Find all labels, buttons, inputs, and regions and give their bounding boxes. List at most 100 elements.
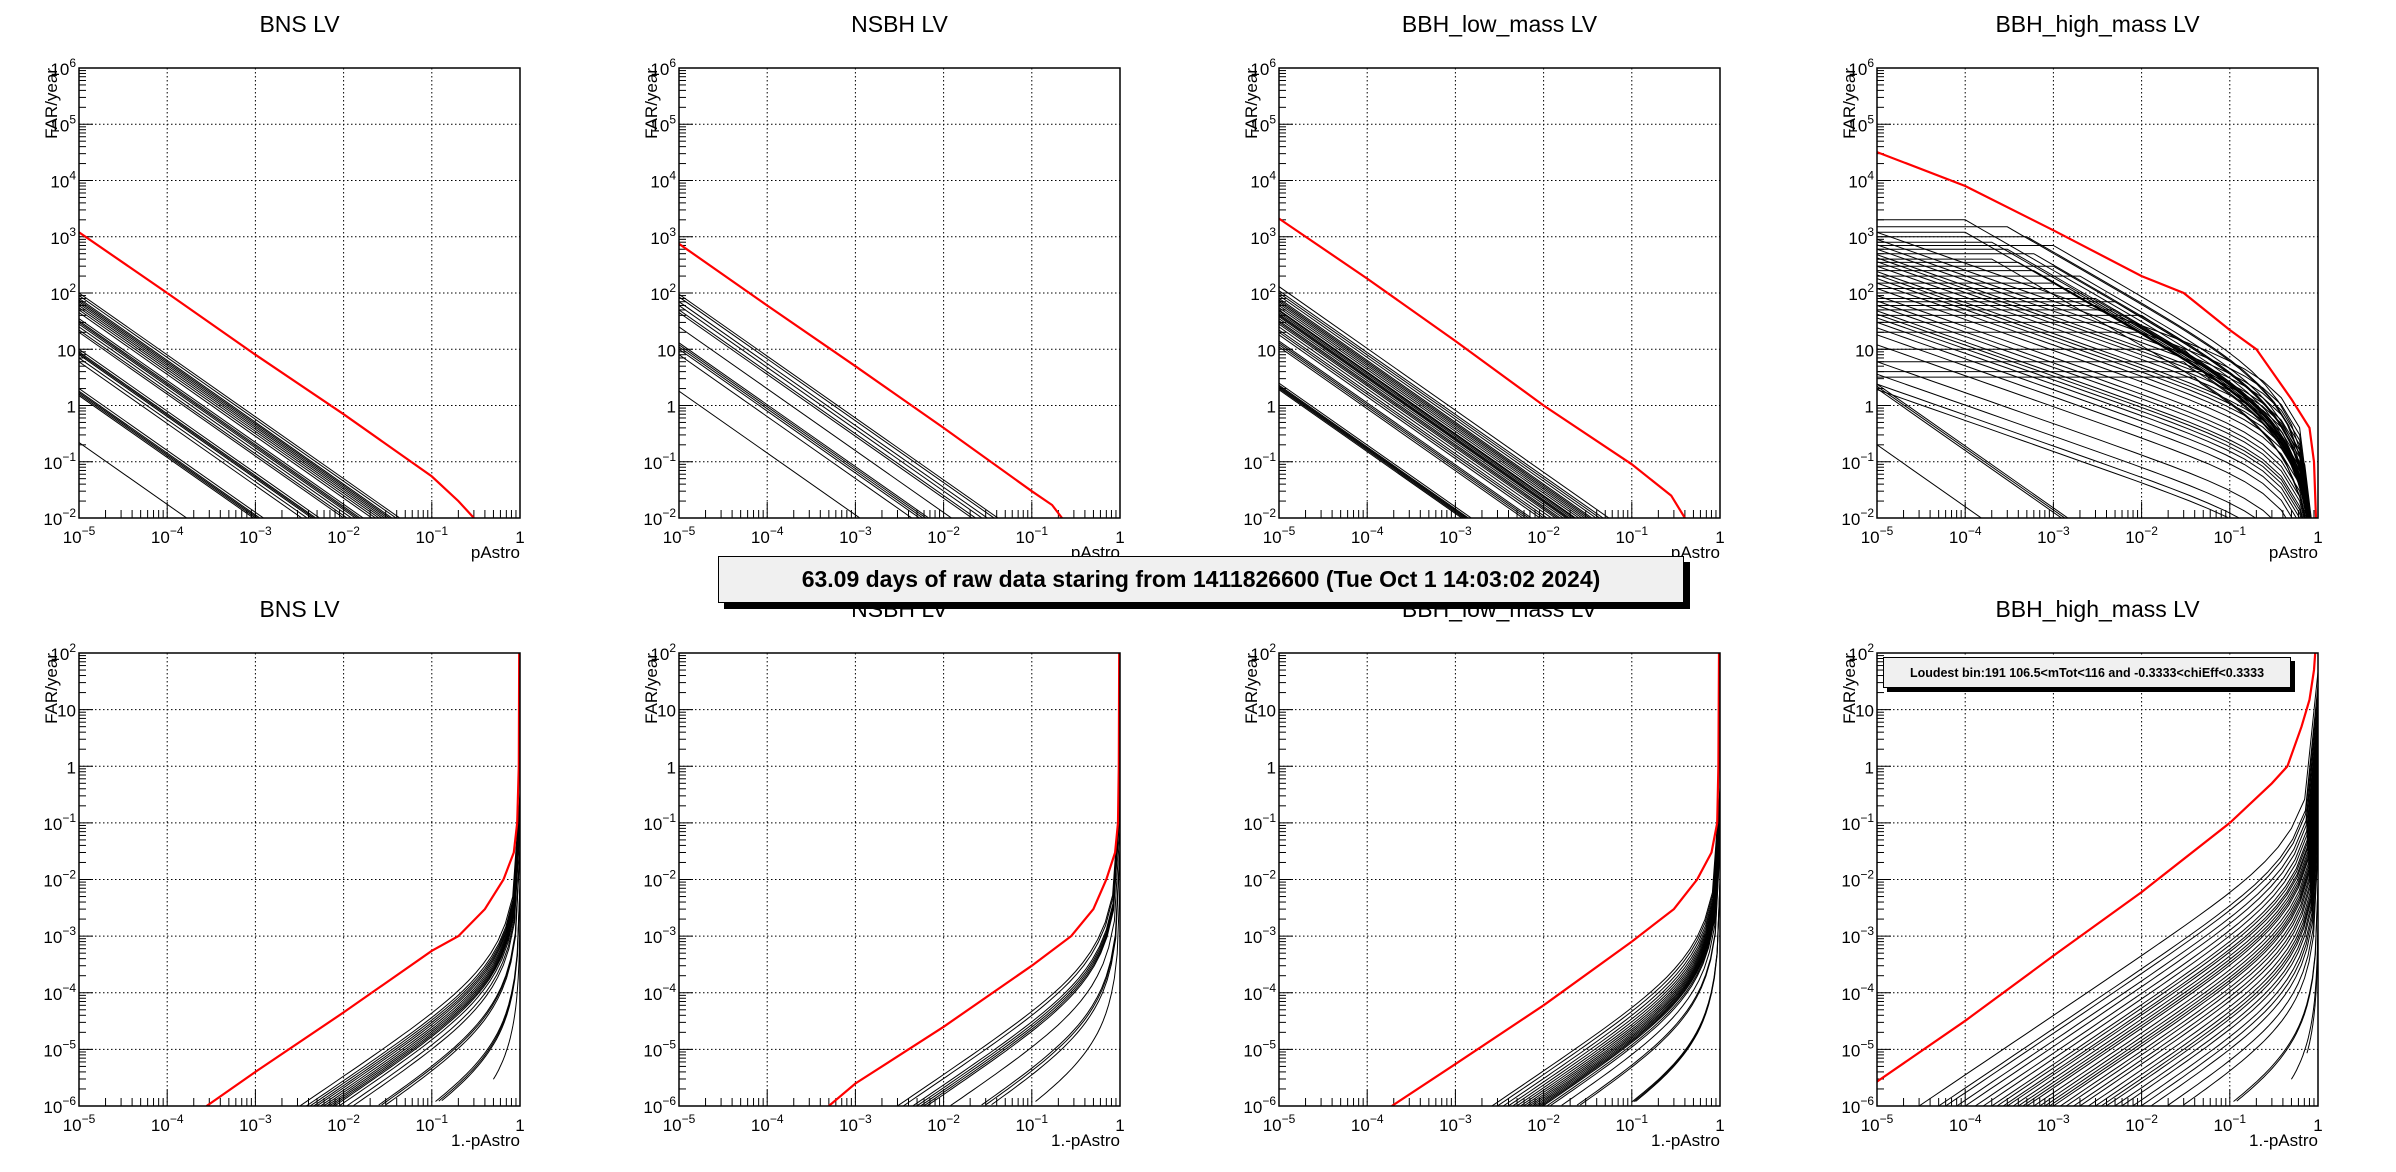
x-tick-label: 10−3	[1439, 524, 1472, 547]
chart-title: NSBH LV	[851, 11, 948, 37]
background-curve	[1279, 309, 1577, 518]
x-tick-label: 10−4	[1949, 1112, 1982, 1135]
background-curve	[326, 810, 520, 1106]
chart-title: BBH_high_mass LV	[1995, 596, 2200, 622]
y-tick-label: 102	[50, 641, 76, 664]
background-curve	[1561, 833, 1720, 1106]
background-curve	[1996, 724, 2318, 1106]
background-curve	[347, 824, 520, 1106]
x-tick-label: 10−4	[751, 1112, 784, 1135]
chart-panel-4: BBH_high_mass LV 10−5 10−4 10−3 10−2 10−1 1 10−…	[1840, 11, 2323, 562]
curves	[79, 231, 475, 518]
y-tick-label: 10−6	[643, 1094, 676, 1117]
y-tick-label: 10−2	[1243, 506, 1276, 529]
background-curve	[1279, 313, 1571, 518]
background-curve	[2106, 798, 2318, 1106]
background-curve	[1279, 310, 1576, 518]
curves	[1279, 217, 1686, 518]
background-curve	[2026, 744, 2318, 1106]
background-curve	[79, 348, 321, 518]
y-tick-label: 10	[1855, 341, 1874, 360]
x-axis-label: pAstro	[471, 543, 520, 562]
y-tick-label: 10	[57, 341, 76, 360]
y-tick-label: 10−2	[1841, 868, 1874, 891]
background-curve	[1279, 342, 1530, 518]
x-tick-label: 1	[1715, 528, 1724, 547]
background-curve	[79, 322, 359, 518]
background-curve	[2132, 816, 2318, 1106]
background-curve	[310, 799, 520, 1106]
background-curve	[79, 351, 317, 518]
background-curve	[1537, 817, 1720, 1106]
background-curve	[334, 816, 520, 1106]
y-tick-label: 104	[1250, 169, 1276, 192]
background-curve	[1279, 318, 1565, 518]
background-curve	[1543, 821, 1720, 1106]
y-tick-label: 10	[657, 341, 676, 360]
background-curve	[985, 850, 1120, 1106]
background-curve	[981, 847, 1120, 1106]
x-axis-label: 1.-pAstro	[1651, 1131, 1720, 1150]
background-curve	[1579, 846, 1720, 1106]
x-tick-label: 1	[515, 528, 524, 547]
y-tick-label: 10−5	[43, 1037, 76, 1060]
y-tick-label: 104	[50, 169, 76, 192]
background-curve	[385, 850, 520, 1106]
y-tick-label: 105	[650, 112, 676, 135]
x-tick-label: 10−3	[239, 1112, 272, 1135]
y-tick-label: 103	[50, 225, 76, 248]
y-tick-label: 104	[1848, 169, 1874, 192]
background-curve	[1503, 794, 1720, 1106]
background-curve	[2044, 756, 2318, 1106]
background-curve	[1877, 288, 2308, 518]
y-tick-label: 10−1	[643, 811, 676, 834]
background-curve	[1877, 300, 2306, 518]
plot-frame	[78, 652, 521, 1107]
background-curve	[79, 388, 265, 518]
background-curve	[679, 309, 977, 518]
background-curve	[897, 790, 1120, 1106]
background-curve	[1279, 331, 1545, 518]
background-curve	[2183, 850, 2318, 1106]
x-tick-label: 10−1	[2213, 524, 2246, 547]
background-curve	[1877, 327, 2298, 518]
background-curve	[2101, 794, 2318, 1106]
background-curve	[916, 803, 1120, 1106]
y-tick-label: 102	[1848, 641, 1874, 664]
background-curve	[79, 361, 303, 518]
background-curve	[320, 806, 520, 1106]
chart-title: BBH_high_mass LV	[1995, 11, 2200, 37]
curves	[1391, 653, 1720, 1106]
y-tick-label: 10−6	[1841, 1094, 1874, 1117]
plot-frame	[78, 67, 521, 519]
background-curve	[1877, 282, 2308, 518]
background-curve	[926, 810, 1120, 1106]
y-tick-label: 102	[50, 281, 76, 304]
y-axis-label: FAR/year	[1242, 653, 1261, 724]
highlight-curve	[828, 653, 1120, 1106]
y-tick-label: 106	[50, 56, 76, 79]
curves	[828, 653, 1120, 1106]
x-axis-label: pAstro	[2269, 543, 2318, 562]
background-curve	[2088, 785, 2318, 1106]
background-curve	[79, 320, 361, 518]
y-tick-label: 10−4	[43, 981, 76, 1004]
background-curve	[1877, 371, 2308, 518]
y-tick-label: 106	[650, 56, 676, 79]
background-curve	[1279, 323, 1557, 518]
y-tick-label: 103	[1250, 225, 1276, 248]
background-curve	[1991, 720, 2318, 1106]
highlight-curve	[679, 242, 1063, 518]
background-curve	[1279, 303, 1586, 518]
background-curve	[1877, 444, 1983, 518]
y-tick-label: 10−3	[1243, 924, 1276, 947]
y-tick-label: 10−5	[643, 1037, 676, 1060]
background-curve	[79, 354, 313, 518]
background-curve	[1877, 317, 2302, 518]
background-curve	[950, 826, 1120, 1106]
y-axis-label: FAR/year	[1242, 68, 1261, 139]
y-tick-label: 103	[650, 225, 676, 248]
curves	[1877, 653, 2318, 1106]
